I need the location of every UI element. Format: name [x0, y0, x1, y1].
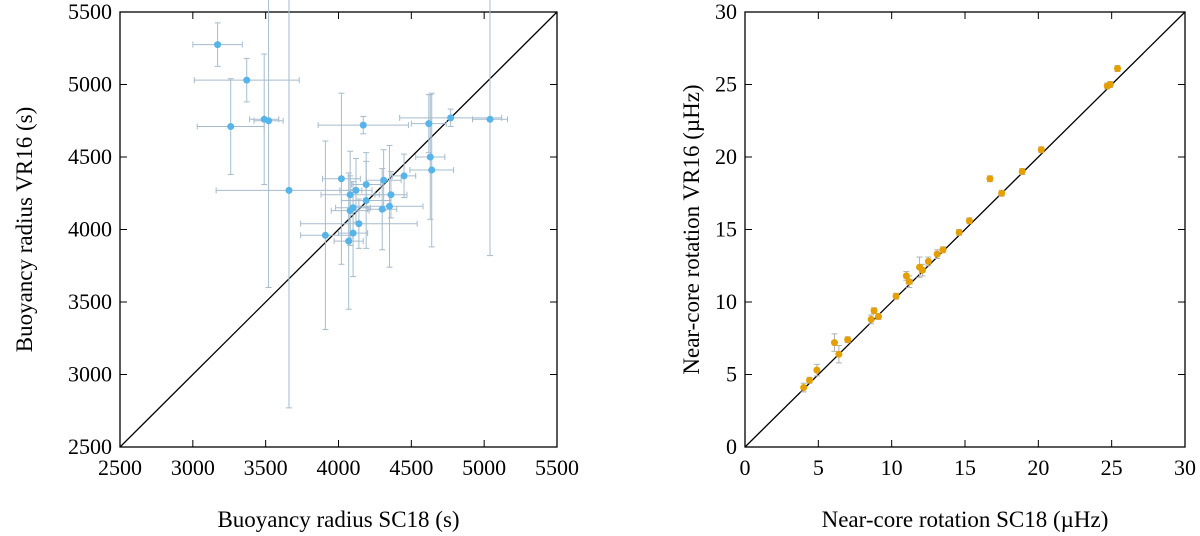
left-error-bar [215, 0, 363, 409]
right-x-tick-label: 20 [1027, 455, 1049, 480]
right-y-tick-label: 15 [715, 217, 737, 242]
right-data-point [986, 175, 994, 183]
left-data-point [265, 117, 273, 125]
right-data-point [867, 315, 875, 323]
left-data-point [345, 237, 353, 245]
left-data-point [352, 186, 360, 194]
left-error-bar [253, 0, 284, 288]
near-core-rotation-chart: 0 5 10 15 20 25 30 0 5 10 15 20 25 30 Near-core rotati… [679, 0, 1196, 532]
left-data-point [243, 76, 251, 84]
left-data-point [285, 186, 293, 194]
left-data-point [337, 175, 345, 183]
left-data-point [380, 176, 388, 184]
left-data-point [349, 229, 357, 237]
left-data-point [428, 166, 436, 174]
left-y-tick-label: 5000 [68, 72, 112, 97]
right-data-point [1114, 65, 1122, 73]
left-data-point [355, 220, 363, 228]
right-x-tick-label: 0 [740, 455, 751, 480]
right-data-point [955, 228, 963, 236]
left-data-point [425, 120, 433, 128]
right-data-point [918, 266, 926, 274]
left-data-point [321, 231, 329, 239]
right-data-point [1106, 81, 1114, 88]
right-y-tick-label: 25 [715, 72, 737, 97]
left-x-tick-label: 4500 [389, 455, 433, 480]
left-y-tick-label: 3000 [68, 362, 112, 387]
left-data-point [359, 121, 367, 129]
right-y-tick-label: 30 [715, 0, 737, 24]
left-y-tick-label: 4500 [68, 144, 112, 169]
right-y-tick-label: 10 [715, 289, 737, 314]
right-data-point [902, 272, 910, 280]
left-y-axis-label: Buoyancy radius VR16 (s) [12, 107, 37, 353]
left-x-tick-label: 5500 [535, 455, 579, 480]
right-y-axis-label: Near-core rotation VR16 (µHz) [679, 84, 704, 374]
right-data-point [800, 384, 808, 392]
right-data-point [924, 257, 932, 265]
left-data-point [426, 153, 434, 161]
right-data-point [892, 292, 900, 300]
left-data-point [385, 202, 393, 210]
right-y-tick-label: 20 [715, 144, 737, 169]
right-data-point [870, 307, 878, 315]
left-data-point [227, 123, 235, 131]
left-data-point [387, 191, 395, 199]
left-data-point [362, 197, 370, 204]
right-data-point [844, 336, 852, 344]
left-data-point [349, 204, 357, 212]
right-x-tick-label: 15 [954, 455, 976, 480]
left-x-tick-label: 2500 [98, 455, 142, 480]
buoyancy-radius-chart: 2500 3000 3500 4000 4500 5000 5500 2500 3000 3500… [12, 0, 579, 532]
right-data-point [1018, 168, 1026, 175]
left-data-point [486, 115, 494, 123]
right-data-point [806, 376, 814, 384]
left-data-point [447, 114, 455, 122]
right-data-point [905, 278, 913, 286]
left-data-point [346, 191, 354, 199]
left-y-tick-label: 4000 [68, 217, 112, 242]
left-y-tick-label: 3500 [68, 289, 112, 314]
right-y-tick-label: 5 [726, 362, 737, 387]
left-x-axis-label: Buoyancy radius SC18 (s) [217, 507, 459, 532]
left-y-tick-label: 5500 [68, 0, 112, 24]
right-data-point [874, 313, 882, 320]
left-data-point [362, 181, 370, 189]
right-data-point [835, 350, 843, 358]
right-x-tick-label: 5 [813, 455, 824, 480]
left-x-tick-label: 5000 [462, 455, 506, 480]
left-x-tick-label: 4000 [317, 455, 361, 480]
left-x-tick-label: 3000 [171, 455, 215, 480]
right-data-point [939, 246, 947, 254]
left-y-tick-label: 2500 [68, 434, 112, 459]
left-error-bar [472, 0, 508, 257]
right-data-point [813, 366, 821, 374]
right-x-tick-label: 30 [1174, 455, 1196, 480]
right-data-point [1037, 146, 1045, 154]
right-data-point [965, 217, 973, 225]
right-data-point [998, 189, 1006, 197]
left-data-point [378, 205, 386, 213]
right-x-tick-label: 10 [881, 455, 903, 480]
left-data-point [400, 172, 408, 180]
right-y-tick-label: 0 [726, 434, 737, 459]
right-data-point [830, 339, 838, 347]
left-data-point [214, 41, 222, 49]
right-data-point [933, 250, 941, 258]
right-x-axis-label: Near-core rotation SC18 (µHz) [822, 507, 1109, 532]
left-x-tick-label: 3500 [244, 455, 288, 480]
right-x-tick-label: 25 [1101, 455, 1123, 480]
left-identity-line [119, 11, 558, 448]
